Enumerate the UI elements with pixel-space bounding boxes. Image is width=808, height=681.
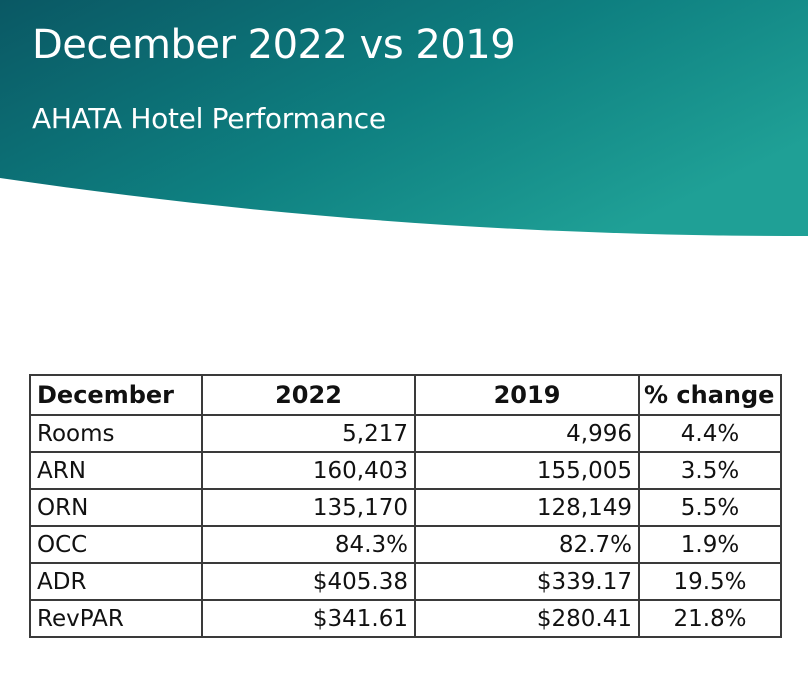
row-label: RevPAR	[29, 599, 203, 638]
cell-change: 5.5%	[638, 488, 782, 527]
cell-change: 4.4%	[638, 414, 782, 453]
performance-table: December 2022 2019 % change Rooms 5,217 …	[29, 374, 782, 638]
row-label: ADR	[29, 562, 203, 601]
cell-2022: 84.3%	[201, 525, 416, 564]
cell-2022: 160,403	[201, 451, 416, 490]
table-row: ARN 160,403 155,005 3.5%	[29, 451, 782, 490]
cell-2022: 135,170	[201, 488, 416, 527]
row-label: Rooms	[29, 414, 203, 453]
cell-2019: 4,996	[414, 414, 640, 453]
row-label: ORN	[29, 488, 203, 527]
slide-subtitle: AHATA Hotel Performance	[32, 102, 386, 135]
table-row: RevPAR $341.61 $280.41 21.8%	[29, 599, 782, 638]
column-header-month: December	[29, 374, 203, 416]
slide-title: December 2022 vs 2019	[32, 22, 516, 68]
column-header-2022: 2022	[201, 374, 416, 416]
table-row: OCC 84.3% 82.7% 1.9%	[29, 525, 782, 564]
cell-2019: 128,149	[414, 488, 640, 527]
cell-change: 3.5%	[638, 451, 782, 490]
table-row: Rooms 5,217 4,996 4.4%	[29, 414, 782, 453]
column-header-change: % change	[638, 374, 782, 416]
cell-2019: 82.7%	[414, 525, 640, 564]
column-header-2019: 2019	[414, 374, 640, 416]
cell-change: 1.9%	[638, 525, 782, 564]
cell-2019: $280.41	[414, 599, 640, 638]
cell-2022: $405.38	[201, 562, 416, 601]
row-label: ARN	[29, 451, 203, 490]
cell-change: 19.5%	[638, 562, 782, 601]
cell-change: 21.8%	[638, 599, 782, 638]
cell-2022: $341.61	[201, 599, 416, 638]
table-row: ORN 135,170 128,149 5.5%	[29, 488, 782, 527]
table-header-row: December 2022 2019 % change	[29, 374, 782, 416]
row-label: OCC	[29, 525, 203, 564]
table-row: ADR $405.38 $339.17 19.5%	[29, 562, 782, 601]
cell-2019: $339.17	[414, 562, 640, 601]
cell-2022: 5,217	[201, 414, 416, 453]
cell-2019: 155,005	[414, 451, 640, 490]
header-band	[0, 0, 808, 236]
